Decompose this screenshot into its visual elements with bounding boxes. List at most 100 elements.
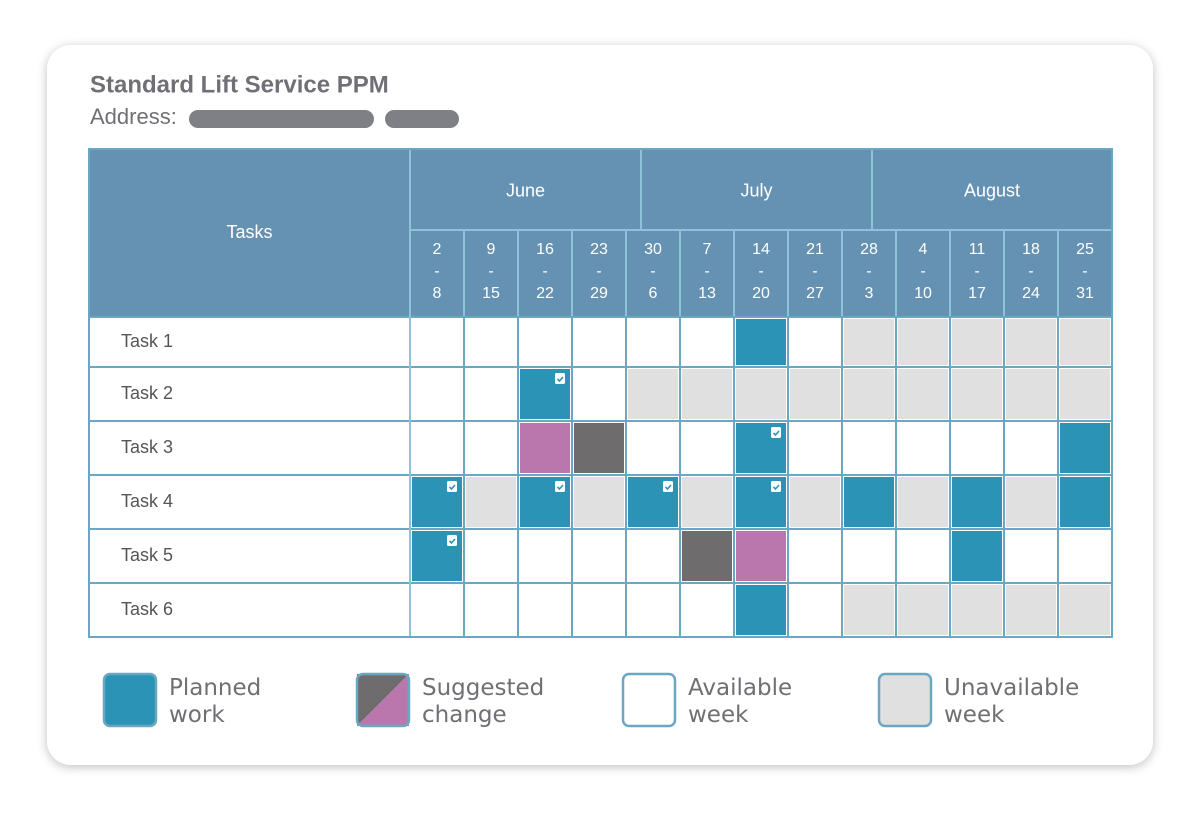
check-icon [447, 481, 457, 492]
week-cell [572, 317, 626, 367]
week-cell [844, 585, 894, 635]
week-cell [518, 583, 572, 637]
week-cell [1060, 319, 1110, 365]
legend-label: Planned work [169, 675, 261, 728]
legend-swatch [621, 672, 677, 728]
legend-label: Suggested change [422, 675, 544, 728]
task-label: Task 6 [121, 599, 173, 619]
week-cell [1006, 477, 1056, 527]
week-start: 28 [860, 241, 878, 258]
week-end: 20 [752, 285, 770, 302]
check-icon-tick [556, 484, 564, 491]
week-cell [626, 583, 680, 637]
week-cell [950, 421, 1004, 475]
week-separator: - [1028, 263, 1033, 280]
week-cell [898, 477, 948, 527]
week-cell [464, 317, 518, 367]
week-cell [464, 421, 518, 475]
check-icon [663, 481, 673, 492]
week-cell [736, 585, 786, 635]
week-start: 16 [536, 241, 554, 258]
week-cell [680, 583, 734, 637]
week-start: 23 [590, 241, 608, 258]
week-cell [952, 585, 1002, 635]
legend-swatch-border [355, 672, 411, 728]
week-cell [898, 319, 948, 365]
week-end: 13 [698, 285, 716, 302]
week-separator: - [758, 263, 763, 280]
week-cell [736, 319, 786, 365]
week-cell [898, 585, 948, 635]
legend-label: Unavailable week [944, 675, 1079, 728]
week-cell [1058, 529, 1112, 583]
legend-swatch [357, 674, 409, 726]
week-cell [572, 529, 626, 583]
table-border [88, 148, 1113, 638]
title: Standard Lift Service PPM [90, 71, 389, 98]
week-end: 22 [536, 285, 554, 302]
week-cell [736, 531, 786, 581]
check-icon-tick [448, 538, 456, 545]
legend-label: Available week [688, 675, 792, 728]
week-cell [626, 317, 680, 367]
week-cell [574, 423, 624, 473]
week-cell [1060, 423, 1110, 473]
week-cell [898, 369, 948, 419]
check-icon-tick [772, 484, 780, 491]
week-cell [466, 477, 516, 527]
week-cell [952, 319, 1002, 365]
week-end: 15 [482, 285, 500, 302]
week-cell [626, 529, 680, 583]
week-cell [680, 421, 734, 475]
header-bg [89, 149, 1112, 317]
check-icon [555, 373, 565, 384]
month-label: August [964, 180, 1020, 200]
task-label: Task 2 [121, 383, 173, 403]
week-separator: - [434, 263, 439, 280]
week-cell [1060, 585, 1110, 635]
check-icon [447, 535, 457, 546]
week-separator: - [866, 263, 871, 280]
week-cell [1006, 585, 1056, 635]
week-start: 18 [1022, 241, 1040, 258]
week-start: 4 [919, 241, 928, 258]
week-cell [574, 477, 624, 527]
week-start: 21 [806, 241, 824, 258]
check-icon-tick [448, 484, 456, 491]
redacted-address [385, 110, 459, 128]
week-cell [464, 583, 518, 637]
week-cell [952, 369, 1002, 419]
week-separator: - [488, 263, 493, 280]
address-label: Address: [90, 104, 177, 129]
week-cell [518, 317, 572, 367]
week-end: 3 [865, 285, 874, 302]
week-end: 10 [914, 285, 932, 302]
redacted-address [189, 110, 374, 128]
week-end: 31 [1076, 285, 1094, 302]
week-end: 6 [649, 285, 658, 302]
week-cell [682, 369, 732, 419]
week-cell [410, 317, 464, 367]
month-label: June [506, 180, 545, 200]
week-start: 9 [487, 241, 496, 258]
week-cell [736, 369, 786, 419]
week-cell [1060, 477, 1110, 527]
schedule-table: Tasks June July August 2 - 8 9 - 15 16 - 22 23 - 29 30 - 6… [88, 148, 1113, 638]
task-label: Task 4 [121, 491, 173, 511]
week-cell [1006, 319, 1056, 365]
task-label: Task 3 [121, 437, 173, 457]
week-end: 27 [806, 285, 824, 302]
week-separator: - [1082, 263, 1087, 280]
week-end: 29 [590, 285, 608, 302]
week-cell [896, 421, 950, 475]
week-cell [1004, 529, 1058, 583]
week-start: 30 [644, 241, 662, 258]
week-cell [682, 477, 732, 527]
week-cell [842, 529, 896, 583]
check-icon-tick [664, 484, 672, 491]
week-cell [572, 583, 626, 637]
week-separator: - [704, 263, 709, 280]
week-cell [628, 369, 678, 419]
week-cell [572, 367, 626, 421]
